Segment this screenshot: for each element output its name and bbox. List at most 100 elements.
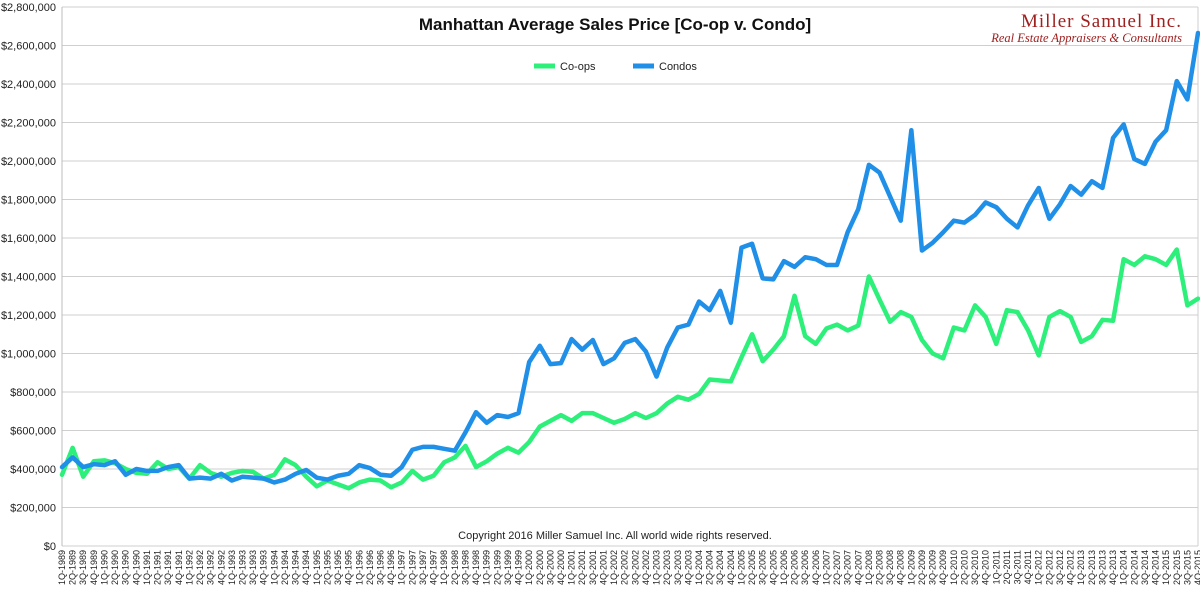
x-tick-label: 2Q-2009 [917, 550, 927, 585]
y-tick-label: $2,400,000 [1, 79, 56, 91]
x-tick-label: 4Q-2012 [1066, 550, 1076, 585]
x-tick-label: 1Q-2010 [949, 550, 959, 585]
x-tick-label: 1Q-2011 [991, 550, 1001, 584]
x-tick-label: 3Q-2008 [885, 550, 895, 585]
x-tick-label: 1Q-2005 [736, 550, 746, 585]
x-tick-label: 1Q-1993 [227, 550, 237, 585]
x-tick-label: 2Q-2007 [832, 550, 842, 585]
x-tick-label: 1Q-1992 [184, 550, 194, 585]
x-tick-label: 1Q-2008 [864, 550, 874, 585]
x-tick-label: 1Q-1989 [57, 550, 67, 585]
x-tick-label: 4Q-2009 [938, 550, 948, 585]
x-tick-label: 2Q-2006 [790, 550, 800, 585]
x-tick-label: 2Q-1996 [365, 550, 375, 585]
x-tick-label: 1Q-2003 [652, 550, 662, 585]
y-tick-label: $1,400,000 [1, 272, 56, 284]
x-tick-label: 2Q-2010 [959, 550, 969, 585]
x-tick-label: 3Q-2015 [1182, 550, 1192, 585]
x-tick-label: 4Q-1990 [131, 550, 141, 585]
x-tick-label: 3Q-2003 [673, 550, 683, 585]
x-tick-label: 1Q-1994 [269, 550, 279, 585]
x-tick-label: 2Q-2008 [874, 550, 884, 585]
x-tick-label: 2Q-1998 [450, 550, 460, 585]
x-tick-label: 1Q-1998 [439, 550, 449, 585]
x-tick-label: 1Q-2015 [1161, 550, 1171, 585]
x-tick-label: 4Q-2001 [598, 550, 608, 585]
company-logo: Miller Samuel Inc. Real Estate Appraiser… [990, 11, 1182, 45]
x-tick-label: 2Q-2004 [705, 550, 715, 585]
x-tick-label: 3Q-2004 [715, 550, 725, 585]
x-tick-label: 4Q-1989 [89, 550, 99, 585]
x-tick-label: 2Q-1992 [195, 550, 205, 585]
x-tick-label: 2Q-2000 [535, 550, 545, 585]
x-tick-label: 3Q-1994 [291, 550, 301, 585]
gridlines [61, 6, 1199, 547]
x-tick-label: 3Q-2014 [1140, 550, 1150, 585]
x-tick-label: 1Q-1991 [142, 550, 152, 585]
x-tick-label: 3Q-2009 [928, 550, 938, 585]
x-tick-label: 3Q-2001 [588, 550, 598, 585]
x-tick-label: 2Q-1991 [153, 550, 163, 585]
legend-label-condos: Condos [659, 61, 697, 73]
x-tick-label: 3Q-1997 [418, 550, 428, 585]
x-tick-label: 3Q-2000 [545, 550, 555, 585]
x-tick-label: 3Q-1999 [503, 550, 513, 585]
x-tick-label: 4Q-2013 [1108, 550, 1118, 585]
x-tick-label: 2Q-1995 [322, 550, 332, 585]
y-tick-label: $200,000 [10, 503, 56, 515]
x-tick-label: 1Q-1997 [397, 550, 407, 585]
x-tick-label: 4Q-1993 [259, 550, 269, 585]
x-tick-label: 2Q-2013 [1087, 550, 1097, 585]
series-line-condos [59, 30, 1200, 485]
x-tick-label: 4Q-2008 [896, 550, 906, 585]
series-lines [59, 30, 1200, 491]
y-tick-label: $2,800,000 [1, 2, 56, 14]
y-tick-label: $2,200,000 [1, 118, 56, 130]
x-tick-label: 1Q-2006 [779, 550, 789, 585]
series-line-co-ops [59, 247, 1200, 491]
x-tick-label: 3Q-2002 [630, 550, 640, 585]
x-tick-label: 3Q-1998 [460, 550, 470, 585]
legend: Co-ops Condos [534, 61, 697, 73]
x-tick-label: 3Q-1992 [206, 550, 216, 585]
x-tick-label: 2Q-2002 [620, 550, 630, 585]
x-tick-label: 4Q-2011 [1023, 550, 1033, 584]
x-tick-label: 4Q-2003 [683, 550, 693, 585]
chart-title: Manhattan Average Sales Price [Co-op v. … [419, 15, 811, 34]
y-tick-label: $1,200,000 [1, 310, 56, 322]
x-tick-label: 2Q-2003 [662, 550, 672, 585]
x-tick-label: 1Q-2014 [1119, 550, 1129, 585]
x-tick-label: 4Q-1992 [216, 550, 226, 585]
x-tick-label: 2Q-2005 [747, 550, 757, 585]
x-tick-label: 1Q-1990 [99, 550, 109, 585]
x-tick-label: 4Q-2000 [556, 550, 566, 585]
x-axis-ticks: 1Q-1989 2Q-1989 3Q-1989 4Q-1989 1Q-1990 2Q-19… [57, 550, 1200, 585]
x-tick-label: 2Q-1989 [68, 550, 78, 585]
y-tick-label: $2,000,000 [1, 156, 56, 168]
y-tick-label: $1,800,000 [1, 195, 56, 207]
x-tick-label: 4Q-2015 [1193, 550, 1200, 585]
x-tick-label: 3Q-2005 [758, 550, 768, 585]
x-tick-label: 1Q-2009 [906, 550, 916, 585]
y-tick-label: $1,600,000 [1, 233, 56, 245]
x-tick-label: 3Q-1990 [121, 550, 131, 585]
x-tick-label: 3Q-2007 [843, 550, 853, 585]
x-tick-label: 2Q-1990 [110, 550, 120, 585]
x-tick-label: 2Q-1997 [407, 550, 417, 585]
x-tick-label: 1Q-2007 [821, 550, 831, 585]
x-tick-label: 2Q-1993 [237, 550, 247, 585]
x-tick-label: 4Q-2010 [981, 550, 991, 585]
x-tick-label: 3Q-1993 [248, 550, 258, 585]
x-tick-label: 2Q-2015 [1172, 550, 1182, 585]
x-tick-label: 1Q-1996 [354, 550, 364, 585]
y-tick-label: $2,600,000 [1, 41, 56, 53]
x-tick-label: 2Q-2014 [1129, 550, 1139, 585]
x-tick-label: 2Q-1994 [280, 550, 290, 585]
x-tick-label: 4Q-2005 [768, 550, 778, 585]
x-tick-label: 3Q-1996 [376, 550, 386, 585]
x-tick-label: 2Q-2012 [1044, 550, 1054, 585]
x-tick-label: 4Q-1991 [174, 550, 184, 585]
x-tick-label: 4Q-1994 [301, 550, 311, 585]
